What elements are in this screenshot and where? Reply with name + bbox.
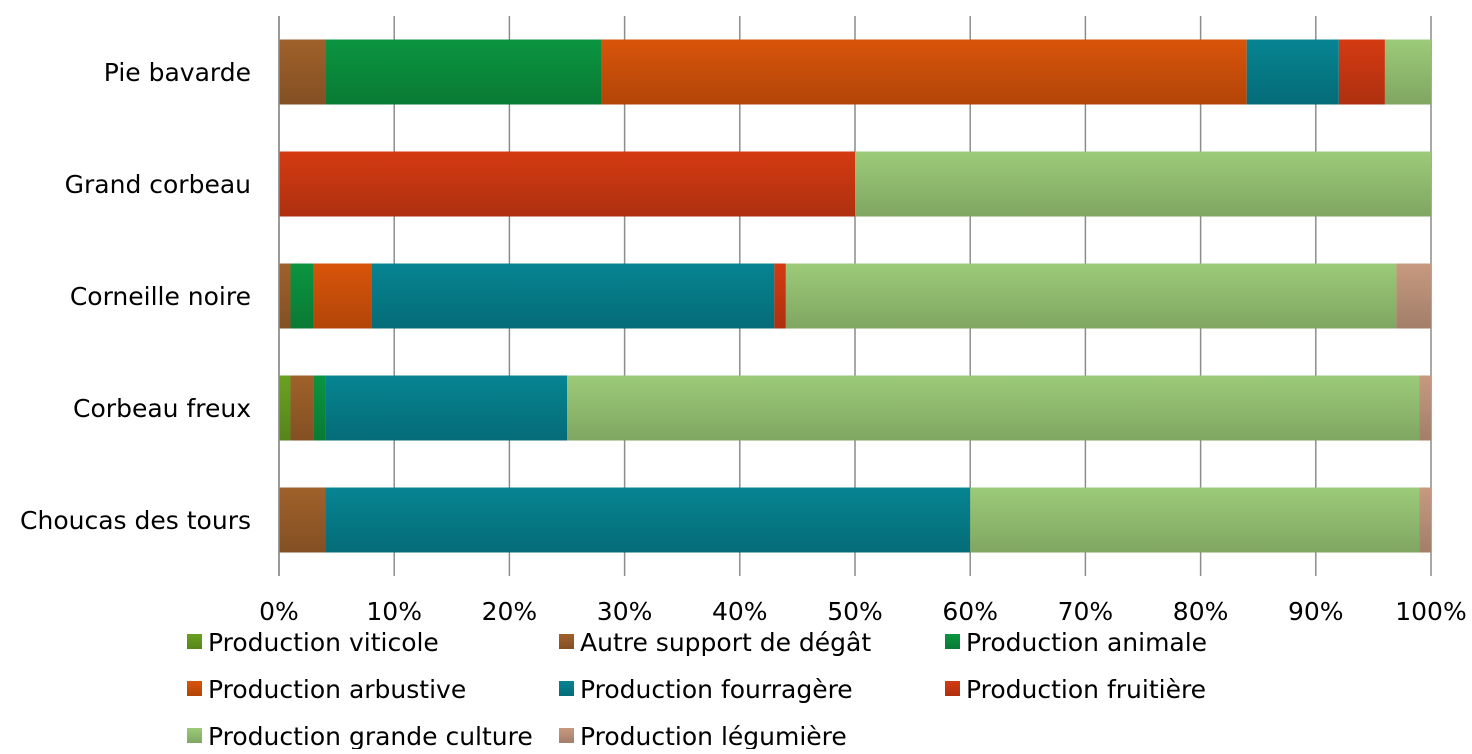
bar-segment [785,263,1397,329]
legend-label: Production grande culture [208,722,533,749]
bar-segment [567,375,1420,441]
x-tick-label: 40% [712,597,768,626]
bar-segment [601,39,1247,105]
bar-segment [970,487,1420,553]
category-label: Choucas des tours [20,506,251,535]
x-tick-label: 30% [597,597,653,626]
x-tick-label: 70% [1058,597,1114,626]
bar-segment [313,263,372,329]
legend-item: Production fruitière [945,675,1206,704]
x-tick-label: 50% [827,597,883,626]
bar-segment [325,375,567,441]
bar-segment [1246,39,1339,105]
legend-label: Production viticole [208,628,439,657]
bar-segment [290,263,314,329]
legend-item: Production arbustive [187,675,466,704]
x-tick-label: 10% [366,597,422,626]
bar-segment [279,151,855,217]
bar-segment [290,375,314,441]
legend-item: Production légumière [559,722,847,751]
bar-segment [1338,39,1385,105]
legend-swatch [187,728,202,743]
bar-segment [371,263,775,329]
category-label: Corbeau freux [73,394,251,423]
bar-segment [325,39,602,105]
legend-label: Production légumière [580,722,847,749]
bar-segment [1419,375,1431,441]
x-tick-label: 20% [482,597,538,626]
x-tick-label: 0% [259,597,299,626]
category-label: Grand corbeau [65,170,251,199]
bar-segment [1384,39,1431,105]
legend-label: Production animale [966,628,1207,657]
legend-swatch [559,634,574,649]
bar-segment [279,39,326,105]
legend-swatch [945,681,960,696]
legend-item: Production fourragère [559,675,853,704]
category-labels: Pie bavarde Grand corbeau Corneille noire C… [20,58,251,535]
legend-swatch [187,681,202,696]
legend-swatch [945,634,960,649]
x-tick-label: 100% [1395,597,1466,626]
x-tick-labels: 0% 10% 20% 30% 40% 50% 60% 70% 80% 90% 100% [259,597,1467,626]
bars [279,39,1431,553]
bar-segment [774,263,786,329]
bar-segment [279,487,326,553]
x-tick-label: 90% [1288,597,1344,626]
legend-label: Production arbustive [208,675,466,704]
x-tick-label: 60% [942,597,998,626]
category-label: Pie bavarde [104,58,251,87]
legend-label: Production fourragère [580,675,853,704]
legend-label: Autre support de dégât [580,628,871,657]
bar-segment [1396,263,1431,329]
category-label: Corneille noire [70,282,251,311]
legend-item: Production viticole [187,628,439,657]
bar-segment [313,375,326,441]
bar-segment [279,375,291,441]
bar-segment [855,151,1431,217]
legend-swatch [559,728,574,743]
bar-segment [1419,487,1431,553]
legend-item: Autre support de dégât [559,628,871,657]
legend: Production viticole Autre support de dégâ… [187,628,1207,751]
x-tick-label: 80% [1173,597,1229,626]
bar-segment [279,263,291,329]
legend-item: Production grande culture [187,722,533,751]
legend-swatch [559,681,574,696]
legend-label: Production fruitière [966,675,1206,704]
bar-segment [325,487,971,553]
legend-swatch [187,634,202,649]
legend-item: Production animale [945,628,1207,657]
